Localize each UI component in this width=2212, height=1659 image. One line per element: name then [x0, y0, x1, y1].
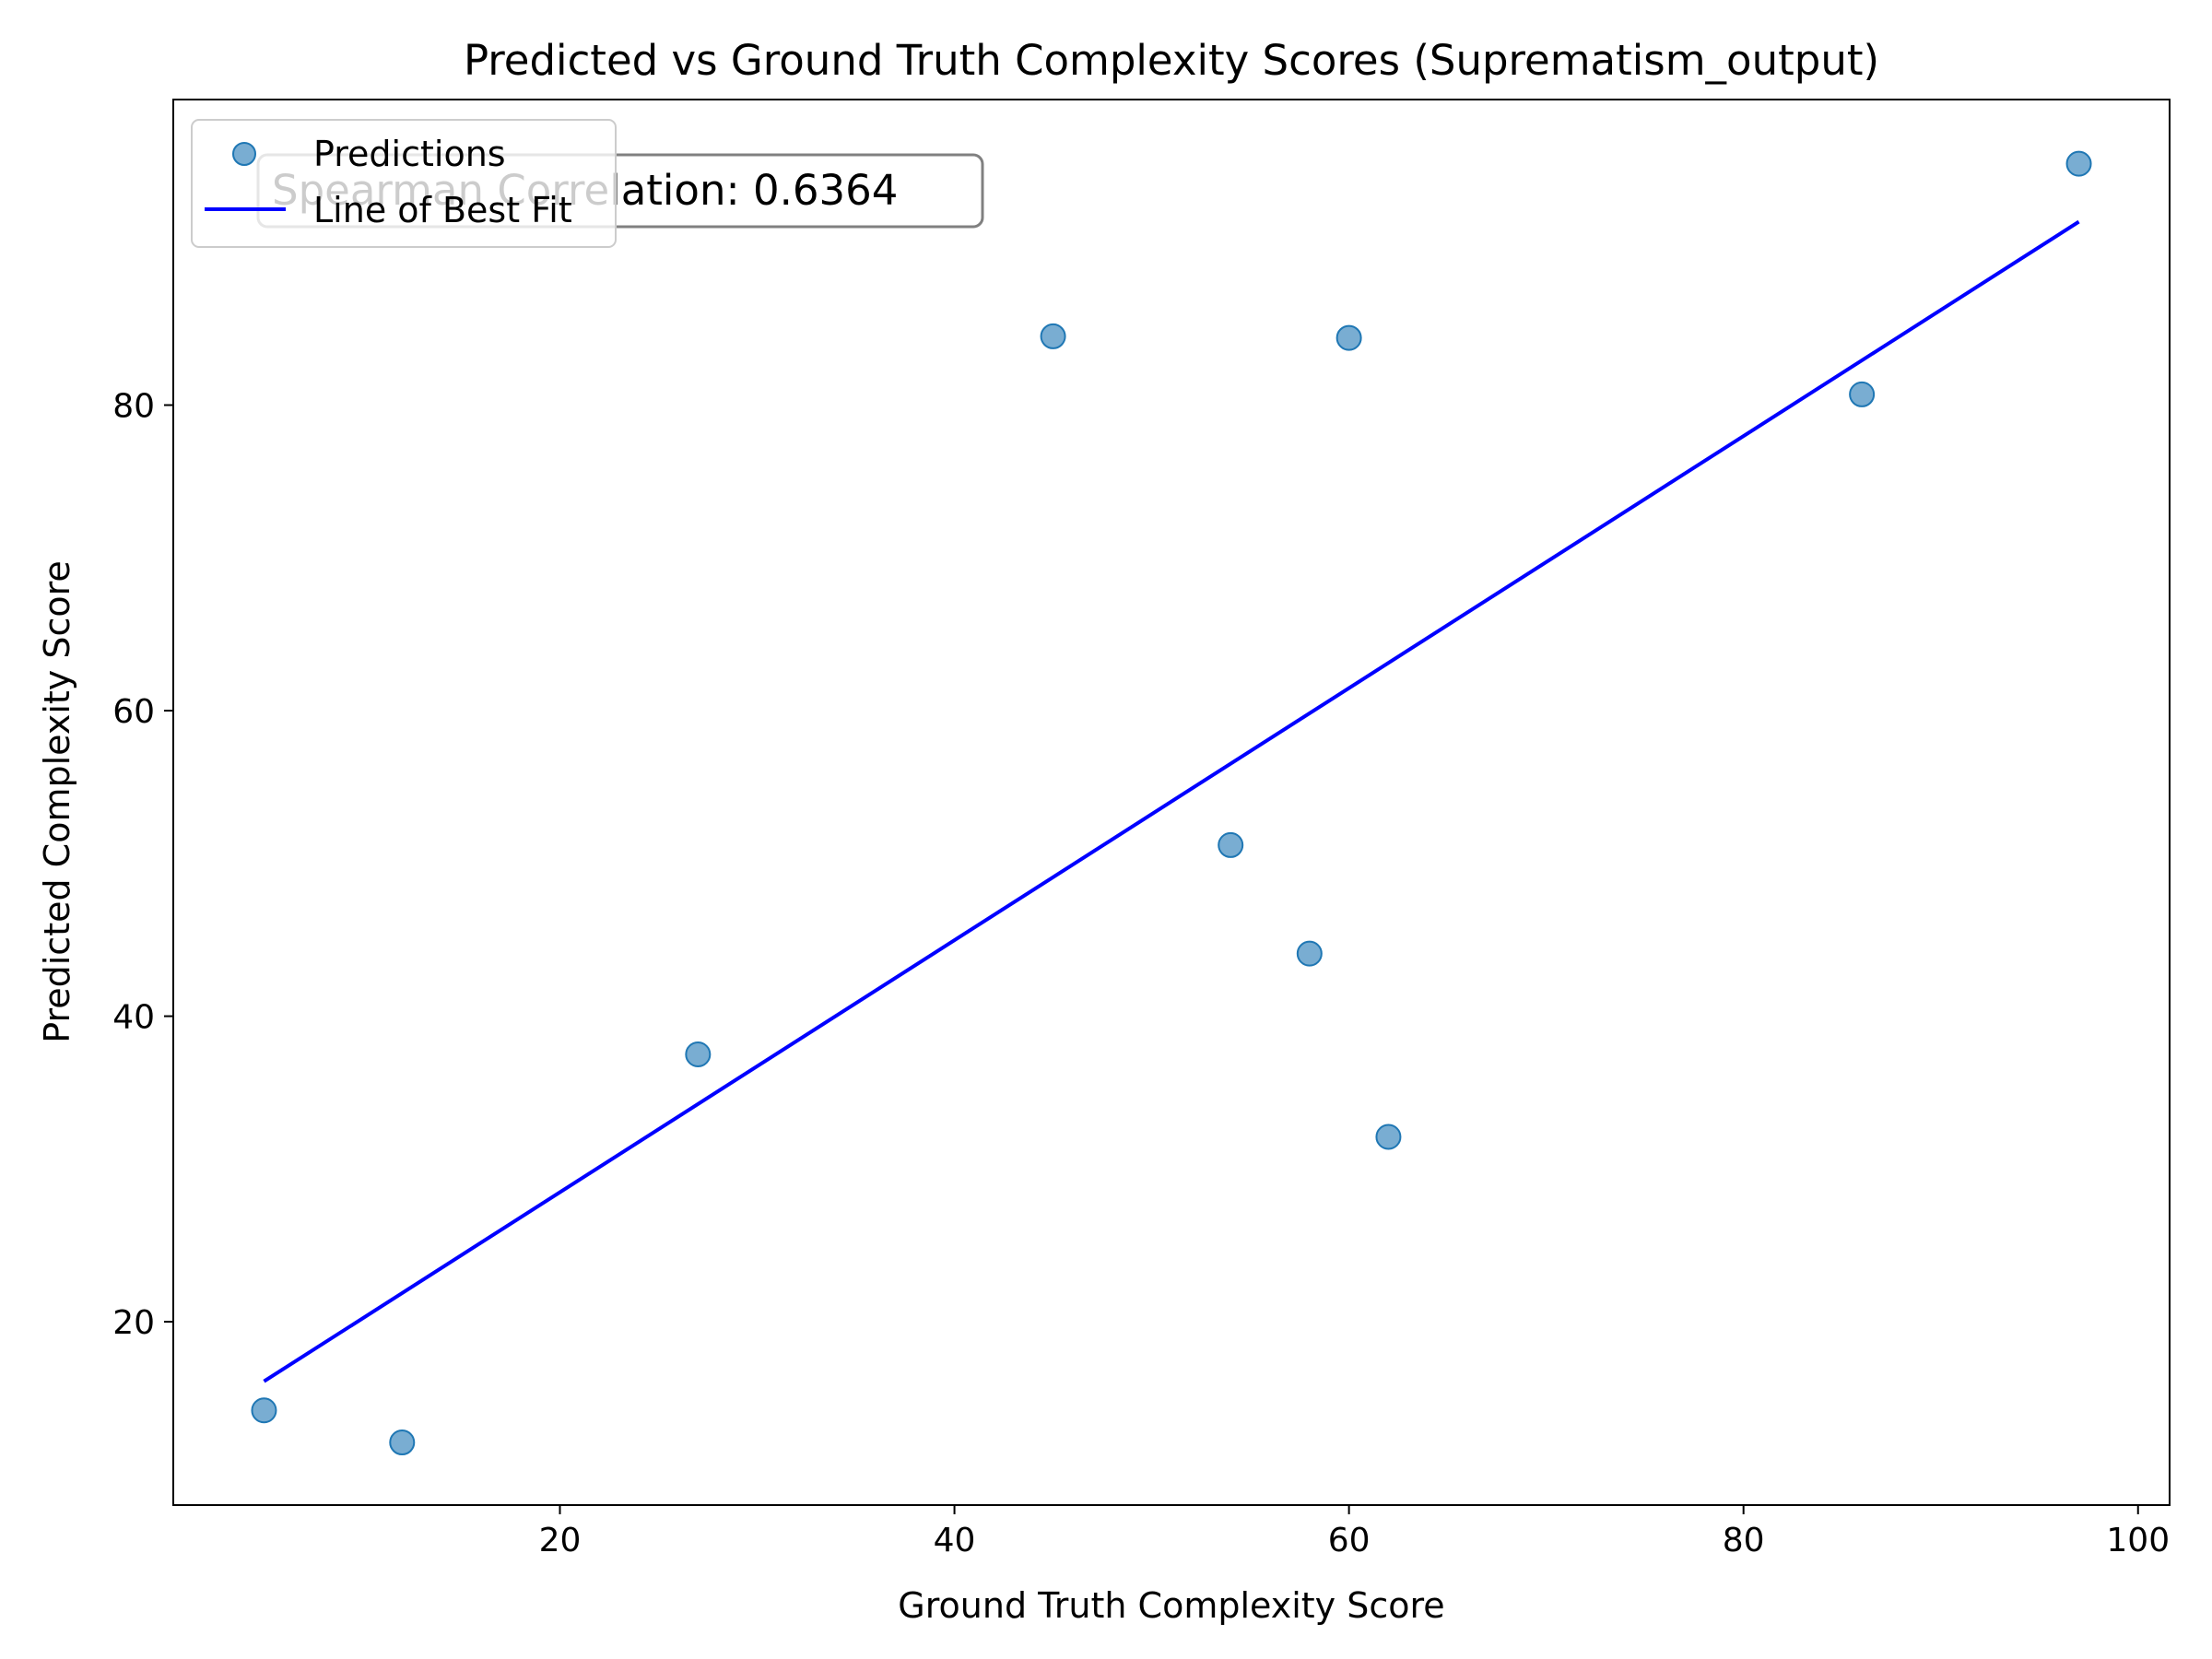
- chart-marks: [251, 150, 2092, 1456]
- scatter-point: [1335, 324, 1362, 351]
- plot-frame: [172, 99, 2171, 1506]
- chart-title: Predicted vs Ground Truth Complexity Sco…: [464, 36, 1879, 85]
- scatter-point: [1218, 831, 1244, 858]
- x-tick-label: 80: [1723, 1522, 1765, 1559]
- scatter-point: [251, 1397, 277, 1424]
- scatter-point: [1375, 1124, 1402, 1150]
- x-tick-label: 40: [934, 1522, 976, 1559]
- y-tick-label: 20: [112, 1304, 155, 1342]
- x-axis-ticks: 20 40 60 80 100: [539, 1505, 2170, 1559]
- scatter-point: [389, 1430, 416, 1456]
- y-tick-label: 40: [112, 999, 155, 1037]
- legend-predictions-marker: [232, 142, 256, 166]
- legend: Predictions Line of Best Fit: [191, 119, 617, 248]
- legend-best-fit-label: Line of Best Fit: [313, 190, 572, 230]
- x-tick-label: 60: [1328, 1522, 1371, 1559]
- x-tick-label: 100: [2106, 1522, 2170, 1559]
- y-tick-label: 80: [112, 388, 155, 426]
- scatter-point: [1296, 940, 1323, 967]
- x-tick-label: 20: [539, 1522, 582, 1559]
- y-axis-ticks: 20 40 60 80: [112, 388, 173, 1342]
- y-tick-label: 60: [112, 693, 155, 731]
- scatter-point: [1040, 323, 1066, 349]
- scatter-point: [1849, 381, 1876, 407]
- legend-box: [191, 119, 617, 248]
- x-axis-label: Ground Truth Complexity Score: [898, 1585, 1444, 1626]
- scatter-point: [685, 1041, 712, 1068]
- plot-area: 20 40 60 80 100 20 40 60 80: [112, 99, 2171, 1559]
- y-axis-label: Predicted Complexity Score: [37, 560, 77, 1043]
- legend-predictions-label: Predictions: [313, 134, 506, 174]
- scatter-point: [2065, 150, 2092, 177]
- best-fit-line: [263, 219, 2080, 1383]
